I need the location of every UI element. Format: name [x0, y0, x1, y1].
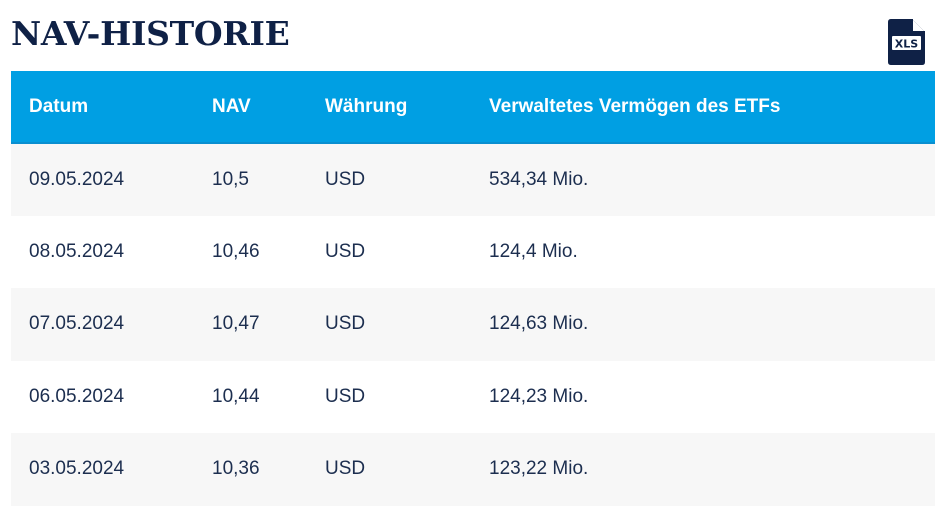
cell-aum: 123,22 Mio. — [489, 458, 589, 480]
column-header-date: Datum — [11, 71, 194, 144]
cell-nav: 10,44 — [212, 385, 260, 407]
cell-nav: 10,46 — [212, 240, 260, 262]
cell-aum: 124,23 Mio. — [489, 385, 589, 407]
table-row: 08.05.2024 10,46 USD 124,4 Mio. — [11, 215, 935, 288]
table-header-row: Datum NAV Währung Verwaltetes Vermögen d… — [11, 71, 935, 144]
table-row: 07.05.2024 10,47 USD 124,63 Mio. — [11, 288, 935, 361]
cell-currency: USD — [325, 168, 366, 190]
nav-history-table: Datum NAV Währung Verwaltetes Vermögen d… — [11, 71, 935, 506]
cell-aum: 124,63 Mio. — [489, 313, 589, 335]
cell-currency: USD — [325, 240, 366, 262]
table-row: 09.05.2024 10,5 USD 534,34 Mio. — [11, 143, 935, 216]
xls-file-icon: XLS — [888, 19, 925, 65]
nav-history-table-container: Datum NAV Währung Verwaltetes Vermögen d… — [11, 71, 935, 506]
column-header-nav: NAV — [194, 71, 307, 144]
table-row: 06.05.2024 10,44 USD 124,23 Mio. — [11, 360, 935, 433]
cell-aum: 534,34 Mio. — [489, 168, 589, 190]
cell-currency: USD — [325, 313, 366, 335]
cell-currency: USD — [325, 458, 366, 480]
page-title: NAV-HISTORIE — [11, 14, 290, 53]
column-header-currency: Währung — [307, 71, 471, 144]
cell-nav: 10,47 — [212, 313, 260, 335]
cell-date: 03.05.2024 — [29, 458, 125, 480]
cell-date: 08.05.2024 — [29, 240, 125, 262]
cell-currency: USD — [325, 385, 366, 407]
table-row: 03.05.2024 10,36 USD 123,22 Mio. — [11, 433, 935, 506]
xls-icon-label: XLS — [895, 38, 918, 51]
cell-nav: 10,36 — [212, 458, 260, 480]
cell-aum: 124,4 Mio. — [489, 240, 578, 262]
column-header-aum: Verwaltetes Vermögen des ETFs — [471, 71, 935, 144]
cell-date: 06.05.2024 — [29, 385, 125, 407]
cell-nav: 10,5 — [212, 168, 249, 190]
xls-download-button[interactable]: XLS — [884, 18, 928, 66]
cell-date: 09.05.2024 — [29, 168, 125, 190]
cell-date: 07.05.2024 — [29, 313, 125, 335]
